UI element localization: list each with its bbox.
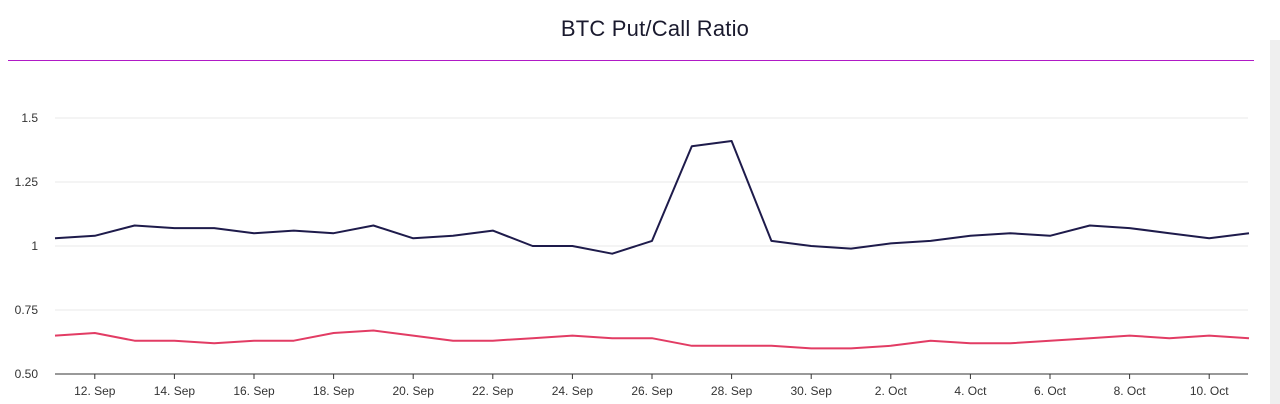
- x-tick-label: 26. Sep: [631, 384, 673, 398]
- x-tick-label: 8. Oct: [1114, 384, 1147, 398]
- y-tick-label: 0.50: [15, 367, 39, 381]
- y-tick-label: 1: [31, 239, 38, 253]
- x-tick-label: 4. Oct: [954, 384, 987, 398]
- x-tick-label: 30. Sep: [791, 384, 833, 398]
- x-tick-label: 6. Oct: [1034, 384, 1067, 398]
- chart-title: BTC Put/Call Ratio: [560, 16, 750, 41]
- grid-lines: [55, 117, 1248, 375]
- series-line-2: [54, 329, 1250, 350]
- title-divider: [8, 60, 1254, 61]
- y-tick-label: 1.5: [21, 111, 38, 125]
- x-tick-label: 14. Sep: [154, 384, 196, 398]
- x-tick-label: 18. Sep: [313, 384, 355, 398]
- scrollbar[interactable]: [1270, 40, 1280, 404]
- x-tick-label: 12. Sep: [74, 384, 116, 398]
- series-lines: [54, 140, 1250, 350]
- x-tick-label: 22. Sep: [472, 384, 514, 398]
- x-tick-label: 24. Sep: [552, 384, 594, 398]
- y-axis-ticks: 0.50 0.75 1 1.25 1.5: [15, 111, 39, 381]
- x-tick-label: 16. Sep: [233, 384, 275, 398]
- y-tick-label: 0.75: [15, 303, 39, 317]
- x-tick-label: 28. Sep: [711, 384, 753, 398]
- x-axis-ticks: 12. Sep 14. Sep 16. Sep 18. Sep 20. Sep 22. S…: [74, 374, 1229, 398]
- series-line-1: [54, 140, 1250, 255]
- x-tick-label: 20. Sep: [393, 384, 435, 398]
- y-tick-label: 1.25: [15, 175, 39, 189]
- x-tick-label: 10. Oct: [1190, 384, 1229, 398]
- x-tick-label: 2. Oct: [875, 384, 908, 398]
